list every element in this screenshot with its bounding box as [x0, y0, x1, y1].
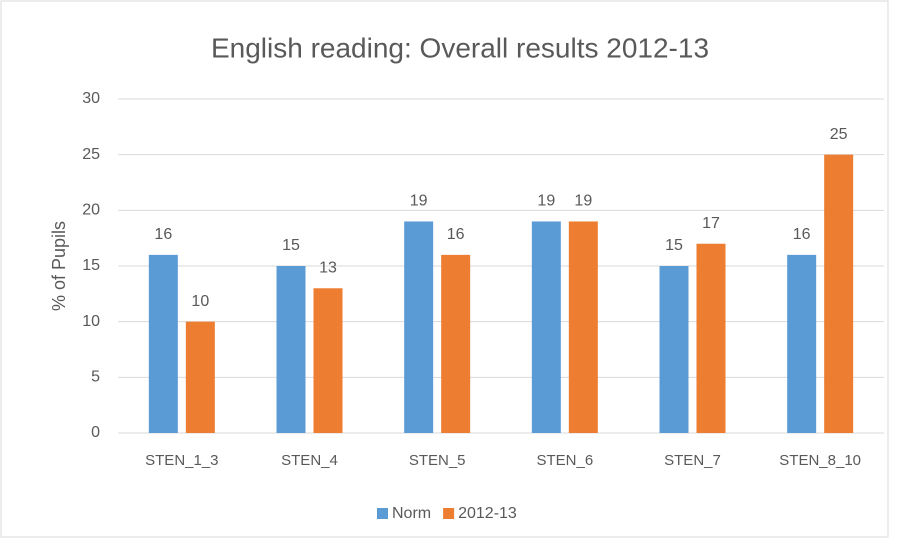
- bar: [404, 221, 434, 433]
- y-tick-label: 15: [82, 257, 100, 274]
- x-tick-label: STEN_7: [664, 452, 721, 469]
- x-tick-label: STEN_4: [281, 452, 338, 469]
- x-tick-label: STEN_8_10: [779, 452, 861, 469]
- bar: [568, 221, 598, 433]
- bar: [659, 266, 689, 433]
- bar: [313, 288, 343, 433]
- y-axis-label: % of Pupils: [49, 221, 69, 311]
- bar: [531, 221, 561, 433]
- y-tick-label: 5: [91, 369, 100, 386]
- data-label: 16: [793, 226, 811, 243]
- y-tick-label: 10: [82, 313, 100, 330]
- data-label: 15: [665, 237, 683, 254]
- y-tick-label: 0: [91, 424, 100, 441]
- bar: [441, 254, 471, 433]
- x-tick-label: STEN_1_3: [145, 452, 218, 469]
- legend-swatch: [443, 508, 455, 519]
- data-label: 25: [830, 126, 848, 143]
- x-tick-label: STEN_5: [409, 452, 466, 469]
- data-label: 16: [447, 226, 465, 243]
- data-label: 15: [282, 237, 300, 254]
- data-label: 17: [702, 215, 720, 232]
- bar: [824, 154, 854, 433]
- bar: [787, 254, 817, 433]
- legend-label: 2012-13: [458, 505, 517, 522]
- chart-title: English reading: Overall results 2012-13: [211, 32, 709, 63]
- bar: [185, 321, 215, 433]
- bar: [276, 266, 306, 433]
- legend-label: Norm: [392, 505, 431, 522]
- data-label: 16: [154, 226, 172, 243]
- data-label: 13: [319, 259, 337, 276]
- bar: [696, 243, 726, 433]
- y-tick-label: 25: [82, 146, 100, 163]
- legend-swatch: [377, 508, 388, 519]
- data-label: 19: [410, 193, 428, 210]
- y-tick-label: 30: [82, 90, 100, 107]
- y-tick-label: 20: [82, 202, 100, 219]
- data-label: 19: [574, 193, 592, 210]
- data-label: 10: [191, 293, 209, 310]
- data-label: 19: [537, 193, 555, 210]
- bar: [148, 254, 178, 433]
- x-tick-label: STEN_6: [536, 452, 593, 469]
